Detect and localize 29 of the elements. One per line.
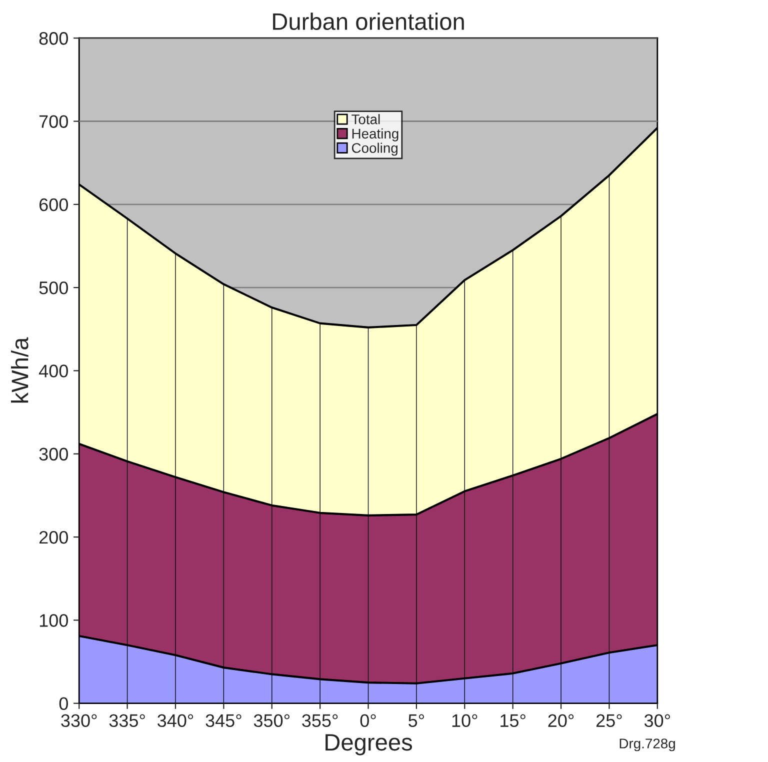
y-tick-label: 100 [40, 614, 68, 627]
chart-title: Durban orientation [273, 12, 464, 30]
y-tick-label: 600 [39, 198, 68, 212]
y-tick-label: 0 [59, 697, 68, 710]
x-tick-label: 20° [548, 714, 574, 728]
x-tick-label: 340° [158, 714, 194, 728]
x-tick-label: 30° [644, 714, 670, 728]
y-tick-label: 500 [39, 281, 68, 294]
x-tick-label: 15° [500, 714, 526, 728]
legend-label: Cooling [352, 142, 398, 156]
y-tick-label: 700 [39, 115, 68, 128]
x-tick-label: 330° [61, 714, 97, 728]
x-tick-label: 5° [408, 714, 424, 728]
legend-label: Total [352, 114, 380, 124]
x-tick-label: 0° [360, 714, 376, 728]
x-tick-label: 355° [302, 714, 338, 728]
x-tick-label: 10° [452, 714, 478, 728]
legend-label: Heating [352, 128, 398, 142]
y-tick-label: 300 [39, 448, 68, 461]
x-tick-label: 350° [254, 714, 290, 728]
x-tick-label: 335° [109, 714, 145, 728]
y-tick-label: 800 [39, 32, 68, 45]
text: Drg.728g [620, 738, 675, 752]
y-axis-title: kWh/a [11, 337, 28, 403]
x-axis-title: Degrees [326, 734, 412, 756]
x-tick-label: 25° [596, 714, 622, 728]
x-tick-label: 345° [206, 714, 242, 728]
y-tick-label: 400 [38, 364, 68, 378]
y-tick-label: 200 [39, 530, 68, 544]
